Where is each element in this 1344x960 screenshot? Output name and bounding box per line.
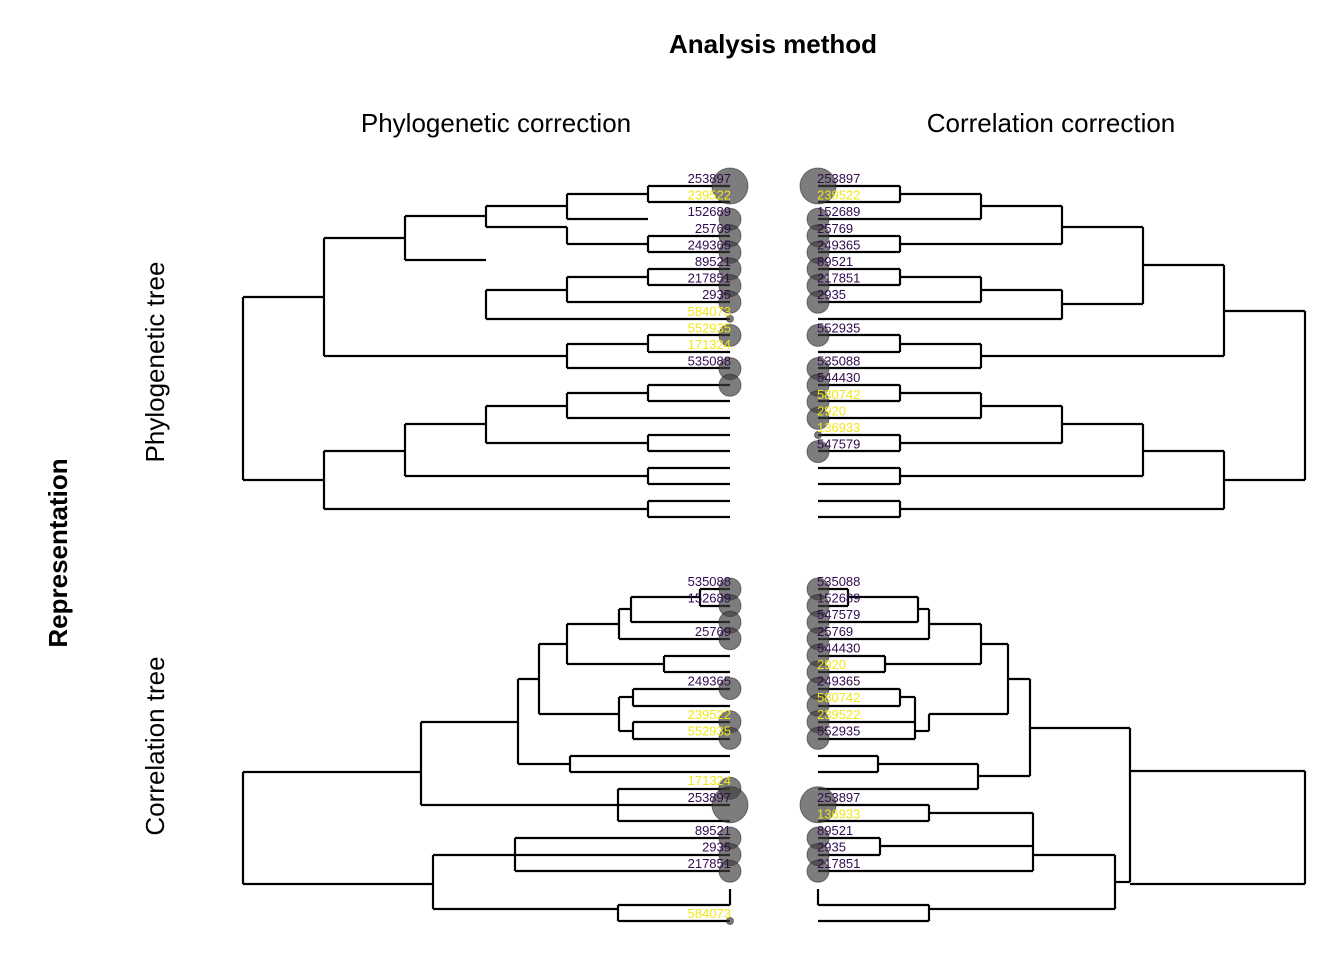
- tip-label: 25769: [695, 221, 731, 236]
- tip-label: 249365: [817, 237, 860, 252]
- tip-label: 2920: [817, 657, 846, 672]
- tip-label: 89521: [817, 823, 853, 838]
- tip-label: 89521: [817, 254, 853, 269]
- tip-label: 152689: [817, 591, 860, 606]
- tip-label: 239522: [817, 707, 860, 722]
- tip-point: [814, 431, 822, 439]
- tip-label: 552935: [817, 723, 860, 738]
- tip-point: [806, 726, 830, 750]
- tip-label: 2935: [702, 287, 731, 302]
- tip-label: 547579: [817, 437, 860, 452]
- tip-label: 25769: [817, 221, 853, 236]
- tip-label: 544430: [817, 370, 860, 385]
- tip-label: 2935: [702, 840, 731, 855]
- tip-label: 2920: [817, 403, 846, 418]
- tip-label: 580742: [817, 387, 860, 402]
- tip-label: 253897: [688, 790, 731, 805]
- tip-label: 25769: [817, 624, 853, 639]
- tip-label: 544430: [817, 640, 860, 655]
- tip-point: [718, 627, 742, 651]
- tip-point: [711, 167, 749, 205]
- tip-point: [718, 677, 742, 701]
- tip-label: 552935: [688, 723, 731, 738]
- tip-label: 584073: [688, 304, 731, 319]
- tip-label: 239522: [688, 188, 731, 203]
- row-axis-title: Representation: [43, 458, 73, 647]
- tip-point: [718, 373, 742, 397]
- tip-label: 249365: [817, 674, 860, 689]
- tip-label: 535088: [817, 354, 860, 369]
- tip-label: 535088: [688, 354, 731, 369]
- tip-point: [806, 290, 830, 314]
- figure-title: Analysis method: [669, 29, 877, 59]
- tip-label: 253897: [688, 171, 731, 186]
- column-header-correlation-correction: Correlation correction: [927, 108, 1176, 138]
- tip-label: 152689: [688, 204, 731, 219]
- tip-point: [806, 440, 830, 464]
- panel-correlation-tree-correlation-correction: 5350881526895475792576954443029202493655…: [799, 574, 1307, 923]
- tip-label: 217851: [688, 856, 731, 871]
- column-header-phylogenetic-correction: Phylogenetic correction: [361, 108, 631, 138]
- tip-label: 217851: [817, 856, 860, 871]
- tip-label: 249365: [688, 237, 731, 252]
- tip-point: [726, 917, 734, 925]
- tip-label: 239522: [688, 707, 731, 722]
- tip-label: 136933: [817, 420, 860, 435]
- tip-label: 253897: [817, 790, 860, 805]
- tip-label: 171324: [688, 337, 731, 352]
- tip-label: 217851: [688, 271, 731, 286]
- tip-label: 89521: [695, 823, 731, 838]
- tip-label: 152689: [817, 204, 860, 219]
- tip-label: 2935: [817, 287, 846, 302]
- tip-label: 552935: [688, 320, 731, 335]
- tip-label: 584073: [688, 906, 731, 921]
- tip-point: [726, 314, 734, 323]
- tip-label: 171324: [688, 773, 731, 788]
- tip-label: 535088: [817, 574, 860, 589]
- tip-label: 136933: [817, 806, 860, 821]
- tip-label: 547579: [817, 607, 860, 622]
- tip-label: 552935: [817, 320, 860, 335]
- tip-point: [711, 786, 749, 824]
- tip-point: [799, 167, 837, 205]
- tip-label: 25769: [695, 624, 731, 639]
- tip-label: 580742: [817, 690, 860, 705]
- tip-label: 152689: [688, 591, 731, 606]
- tip-label: 249365: [688, 674, 731, 689]
- tip-label: 2935: [817, 840, 846, 855]
- tip-point: [806, 859, 830, 883]
- panels-layer: 2538972395221526892576924936589521217851…: [241, 167, 1307, 925]
- tip-label: 217851: [817, 271, 860, 286]
- tip-point: [718, 859, 742, 883]
- tip-label: 89521: [695, 254, 731, 269]
- row-header-phylogenetic-tree: Phylogenetic tree: [140, 262, 170, 463]
- tip-label: 239522: [817, 188, 860, 203]
- row-header-correlation-tree: Correlation tree: [140, 656, 170, 835]
- tip-point: [806, 406, 830, 430]
- tip-label: 253897: [817, 171, 860, 186]
- tip-point: [718, 290, 742, 314]
- tip-point: [799, 786, 837, 824]
- tip-point: [718, 323, 742, 347]
- tip-label: 535088: [688, 574, 731, 589]
- tip-point: [806, 323, 830, 347]
- tip-point: [718, 726, 742, 750]
